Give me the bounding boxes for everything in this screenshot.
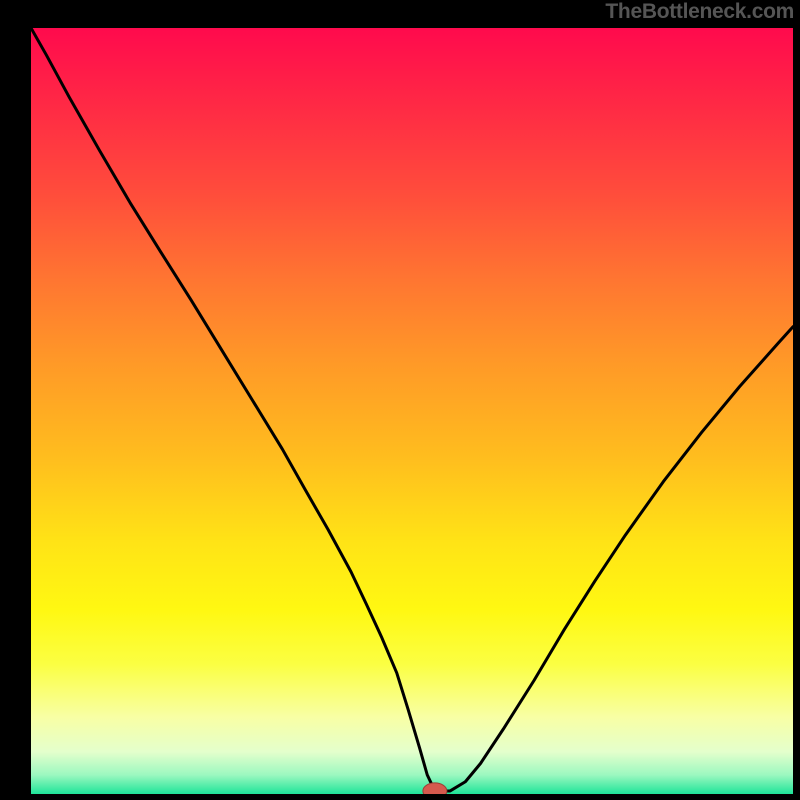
- plot-area: [31, 28, 793, 794]
- gradient-background: [31, 28, 793, 794]
- watermark-text: TheBottleneck.com: [605, 0, 794, 24]
